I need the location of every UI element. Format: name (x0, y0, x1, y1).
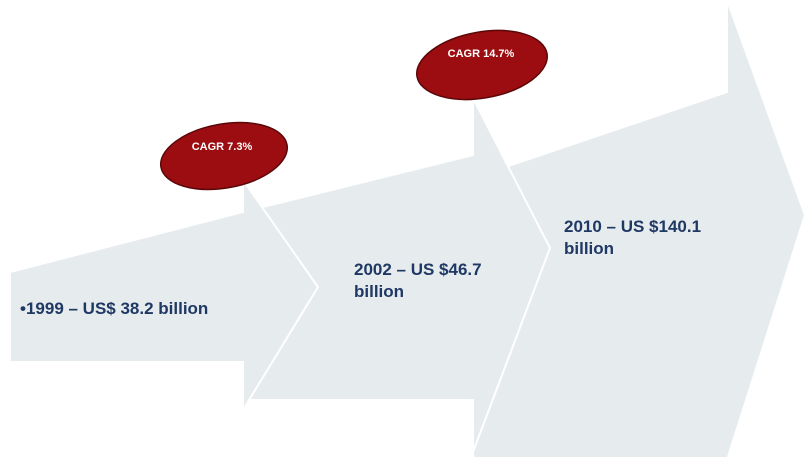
badge-ellipse (416, 29, 548, 101)
arrow-segment-3 (472, 0, 807, 461)
stage-label-2002: 2002 – US $46.7 billion (354, 260, 482, 301)
arrow-segment-2 (242, 97, 552, 453)
badge-label: CAGR 14.7% (448, 48, 515, 60)
arrow-segment-1 (9, 176, 320, 414)
growth-badge-2: CAGR 14.7% (416, 29, 548, 101)
stage-label-2010: 2010 – US $140.1 billion (564, 217, 702, 258)
badge-label: CAGR 7.3% (192, 141, 253, 153)
stage-label-1999: •1999 – US$ 38.2 billion (20, 299, 209, 318)
badge-ellipse (159, 121, 289, 191)
growth-badge-1: CAGR 7.3% (159, 121, 289, 191)
